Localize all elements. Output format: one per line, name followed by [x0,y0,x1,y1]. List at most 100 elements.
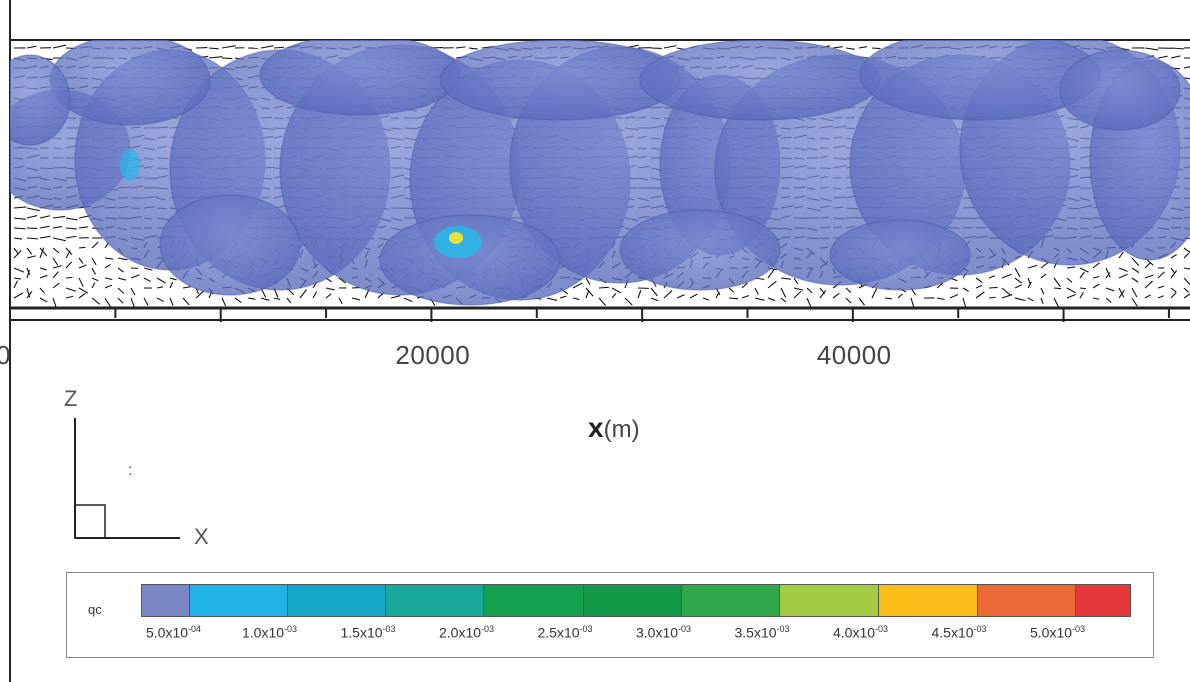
wind-vector [26,287,31,298]
wind-vector [1131,267,1140,274]
wind-vector [52,297,57,308]
wind-vector [1079,271,1085,279]
wind-vector [13,292,24,299]
wind-vector [1183,252,1190,259]
wind-vector [1131,287,1138,298]
wind-vector [117,297,124,304]
colorbar-swatch [978,585,1076,616]
wind-vector [1053,287,1062,290]
wind-vector [13,250,22,259]
triad-marker: : [128,462,133,479]
wind-vector [1027,297,1034,302]
wind-vector [26,247,33,255]
wind-vector [65,287,77,292]
wind-vector [1144,280,1153,289]
wind-vector [975,285,983,289]
wind-vector [78,277,84,287]
wind-vector [1001,273,1012,279]
wind-vector [273,297,281,300]
cloud-isosurface [10,40,1190,306]
wind-vector [1040,273,1047,279]
wind-vector [104,297,111,307]
wind-vector [1183,66,1190,69]
wind-vector [793,290,802,299]
hotspot-cyan [120,149,140,181]
wind-vector [988,296,996,299]
wind-vector [767,280,777,289]
wind-vector [845,287,852,293]
colorbar-level-label: 1.0x10-03 [242,624,298,641]
colorbar-swatch [879,585,978,616]
wind-vector [26,45,37,49]
wind-vector [286,297,292,304]
colorbar-variable-label: qc [88,602,102,617]
wind-vector [1014,297,1026,302]
wind-vector [52,271,59,279]
wind-vector [13,267,25,273]
wind-vector [468,47,478,50]
wind-vector [1144,294,1151,299]
wind-vector [104,284,113,289]
wind-vector [312,291,318,299]
orientation-triad [74,418,180,539]
colorbar-swatch [780,585,879,616]
colorbar-swatch [484,585,584,616]
wind-vector [975,277,983,284]
wind-vector [1092,275,1100,279]
wind-vector [65,276,73,279]
wind-vector [1170,55,1181,59]
wind-vector [156,286,164,289]
wind-vector [78,226,88,229]
wind-vector [338,297,343,305]
wind-vector [884,297,892,300]
wind-vector [260,297,270,301]
wind-vector [611,293,617,299]
wind-vector [754,287,759,295]
wind-vector [1170,287,1177,293]
wind-vector [403,297,413,303]
wind-vector [26,269,30,279]
wind-vector [741,282,748,289]
wind-vector [936,297,945,301]
wind-vector [195,290,205,299]
wind-vector [1027,264,1038,269]
wind-vector [221,57,233,60]
wind-vector [559,295,567,299]
x-axis-ticks [9,308,1170,322]
cloud-blob [639,40,881,121]
colorbar-level-label: 3.0x10-03 [636,624,692,641]
wind-vector [702,297,709,301]
wind-vector [143,267,153,271]
wind-vector [78,264,87,269]
x-axis-unit: (m) [603,416,640,443]
wind-vector [39,235,51,239]
wind-vector [1170,292,1177,299]
wind-vector [845,47,855,50]
wind-vector [1170,267,1175,274]
wind-vector [91,257,97,266]
cloud-blob [619,209,781,291]
wind-vector [13,206,27,209]
wind-vector [1027,281,1032,289]
wind-vector [546,297,558,301]
wind-vector [455,46,466,49]
wind-vector [52,257,59,266]
wind-vector [221,297,227,307]
wind-vector [845,297,852,304]
wind-vector [1001,287,1011,296]
wind-vector [130,274,140,279]
wind-vector [39,215,51,219]
wind-vector [104,257,114,260]
wind-vector [169,281,174,289]
wind-vector [1131,277,1139,283]
wind-vector [793,277,799,285]
cloud-blob [1059,49,1181,131]
wind-vector [78,257,84,264]
wind-vector [1170,253,1178,259]
colorbar-level-label: 2.5x10-03 [537,624,593,641]
colorbar-swatch [584,585,682,616]
wind-vector [780,297,787,303]
wind-vector [1118,289,1125,299]
wind-vector [65,261,73,269]
